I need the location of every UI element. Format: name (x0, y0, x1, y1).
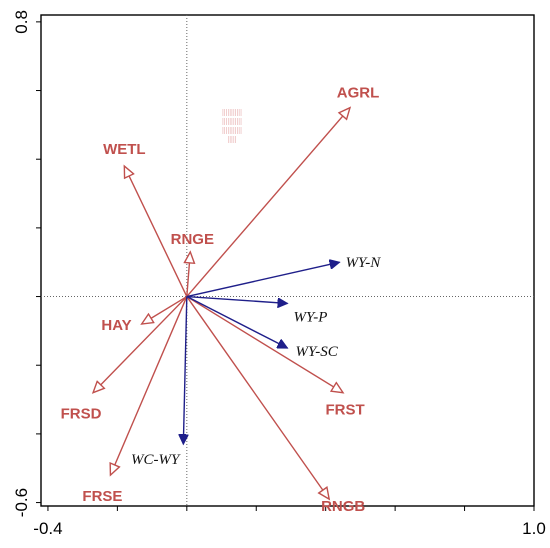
env-label-agrl: AGRL (337, 85, 380, 102)
species-vector-wc-wy (183, 296, 186, 445)
env-label-hay: HAY (101, 317, 131, 334)
env-label-frst: FRST (325, 402, 364, 419)
env-label-rngb: RNGB (321, 498, 365, 515)
env-vector-agrl (186, 108, 350, 298)
env-vector-frsd (93, 296, 188, 393)
species-label-wy-sc: WY-SC (296, 344, 339, 360)
env-vector-frse (110, 296, 188, 476)
y-tick-label: 0.8 (12, 10, 31, 34)
species-label-wc-wy: WC-WY (131, 452, 181, 468)
y-tick-label: -0.6 (12, 488, 31, 517)
env-vector-rngb (186, 296, 329, 500)
env-label-frsd: FRSD (61, 406, 102, 423)
vectors: AGRL WETL RNGE HAY FRSD FRSE FRST RNGB WY-N WY-P W… (61, 85, 382, 515)
x-tick-label: -0.4 (33, 519, 62, 538)
env-label-wetl: WETL (103, 141, 146, 158)
env-vector-rnge (187, 252, 190, 297)
species-label-wy-n: WY-N (346, 255, 382, 271)
faint-mark: ||||||||||| (222, 128, 242, 135)
env-vector-frst (186, 295, 343, 393)
env-label-frse: FRSE (82, 488, 122, 505)
species-vector-wy-p (186, 295, 288, 304)
reference-lines (41, 15, 534, 506)
faint-mark: ||||||||||| (222, 119, 242, 126)
plot-frame (40, 14, 535, 507)
env-vector-wetl (124, 166, 188, 297)
faint-mark: ||||| (227, 137, 236, 144)
faint-mark: ||||||||||| (222, 110, 242, 117)
axis-ticks: -0.4 1.0 0.8 -0.6 (12, 10, 546, 538)
env-vector-hay (142, 295, 188, 324)
species-vector-wy-n (186, 262, 340, 298)
faint-marks: |||||||||||||||||||||||||||||||||||||| (222, 110, 242, 144)
species-vector-wy-sc (186, 295, 288, 349)
x-tick-label: 1.0 (522, 519, 546, 538)
species-label-wy-p: WY-P (294, 309, 328, 325)
env-label-rnge: RNGE (171, 231, 214, 248)
